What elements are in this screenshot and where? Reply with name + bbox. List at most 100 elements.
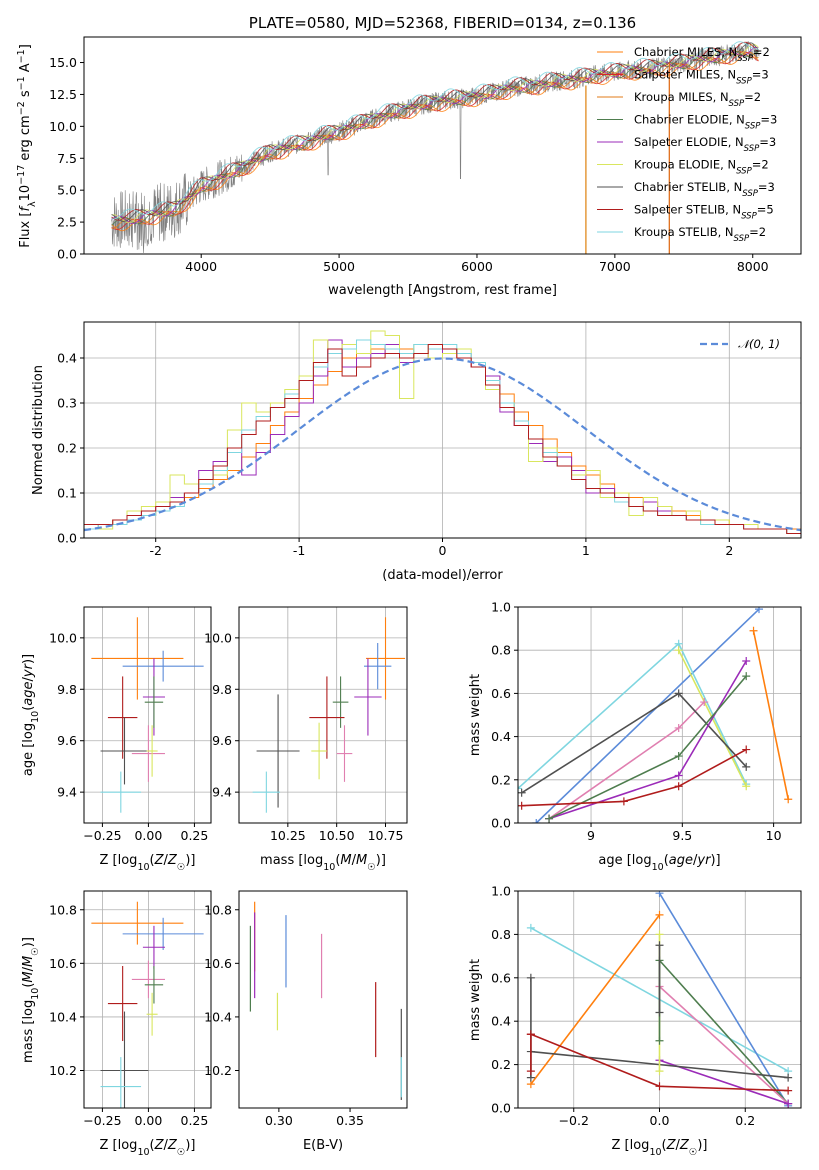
legend-tail: =3 [752, 68, 769, 82]
label-part: Z [167, 853, 178, 868]
y-axis-label: mass [log10(M/M☉)] [21, 937, 41, 1063]
y-tick-label: 0.8 [491, 927, 511, 942]
legend-text: Kroupa STELIB, N [634, 225, 734, 239]
y-tick-label: 0.2 [57, 441, 77, 456]
y-axis-label: Flux [fλ10−17 erg cm−2 s−1 A−1] [16, 44, 38, 248]
legend-label: Salpeter ELODIE, NSSP=3 [634, 135, 776, 154]
x-axis-label: Z [log10(Z/Z☉)] [100, 853, 196, 873]
plot-area [526, 891, 793, 1108]
y-tick-label: 0.0 [57, 531, 77, 546]
x-tick-label: 5000 [323, 259, 355, 274]
x-tick-label: 0.0 [650, 1113, 670, 1128]
x-axis-label: age [log10(age/yr)] [598, 853, 720, 873]
data-point-marker [742, 672, 751, 681]
data-point-marker [655, 910, 664, 919]
data-point-marker [526, 1067, 535, 1076]
y-tick-label: 1.0 [491, 600, 511, 615]
mass-weight-line [658, 892, 789, 1107]
x-tick-label: 10 [766, 828, 782, 843]
axes-frame [517, 890, 802, 1109]
label-part: ( [335, 853, 340, 868]
label-part: / [21, 676, 36, 681]
data-point-marker [655, 1036, 664, 1045]
legend-tail: =2 [744, 90, 761, 104]
y-tick-label: 0.1 [57, 486, 77, 501]
y-tick-label: 0.8 [491, 643, 511, 658]
data-point-marker [784, 1073, 793, 1082]
data-point-marker [784, 1086, 793, 1095]
y-tick-label: 1.0 [491, 884, 511, 899]
label-part: ( [150, 1138, 155, 1153]
x-tick-label: 4000 [185, 259, 217, 274]
x-tick-label: -1 [293, 543, 305, 558]
label-part: 10 [137, 1147, 149, 1158]
legend-label: Kroupa ELODIE, NSSP=2 [634, 158, 769, 177]
y-tick-label: 10.8 [49, 902, 77, 917]
label-part: Flux [ [18, 212, 33, 248]
label-part: ☉ [177, 862, 186, 873]
mass-weight-line [658, 959, 789, 1105]
y-tick-label: 0.0 [57, 247, 77, 262]
error-cross [107, 966, 138, 1042]
x-tick-label: 7000 [599, 259, 631, 274]
legend-sub: SSP [736, 77, 752, 87]
error-cross [332, 676, 349, 728]
label-part: Z [167, 1138, 178, 1153]
mass-weight-line [752, 630, 789, 800]
x-tick-label: −0.25 [83, 828, 121, 843]
data-point-marker [526, 923, 535, 932]
x-tick-label: 10.75 [368, 828, 404, 843]
legend-label: Kroupa STELIB, NSSP=2 [634, 225, 766, 244]
error-cross [146, 725, 158, 777]
error-cross [256, 694, 300, 808]
error-cross [131, 960, 165, 999]
legend-tail: =2 [753, 45, 770, 59]
legend-text: Salpeter STELIB, N [634, 203, 741, 217]
y-tick-label: 10.2 [204, 1063, 232, 1078]
label-part: / [676, 1138, 681, 1153]
mass-weight-line [521, 748, 747, 807]
x-tick-label: 0.25 [181, 1113, 209, 1128]
label-part: Z [679, 1138, 690, 1153]
legend-label: Chabrier ELODIE, NSSP=3 [634, 113, 777, 132]
legend-text: Kroupa MILES, N [634, 90, 729, 104]
panel-1: 4000 5000 6000 7000 8000 0.0 2.5 5.0 7.5 10.0 12.5… [16, 14, 802, 298]
y-tick-label: 9.6 [57, 733, 77, 748]
error-cross [142, 925, 165, 969]
panel-2: -2 -1 0 1 2 0.0 0.1 0.2 0.3 0.4 𝒩(0, 1) (data-model… [31, 321, 802, 583]
error-cross [311, 722, 327, 780]
legend-sub: SSP [745, 122, 761, 132]
label-part: / [164, 853, 169, 868]
y-tick-label: 0.2 [491, 772, 511, 787]
y-tick-label: 7.5 [57, 151, 77, 166]
axes-frame [238, 606, 408, 824]
x-axis-label: wavelength [Angstrom, rest frame] [328, 283, 557, 298]
model-fit-line [111, 41, 759, 220]
model-fit-line [111, 43, 759, 224]
legend-text: Chabrier MILES, N [634, 45, 737, 59]
label-part: A [18, 63, 33, 76]
y-tick-label: 5.0 [57, 183, 77, 198]
residual-histogram [84, 344, 801, 538]
y-tick-label: 10.4 [204, 1009, 232, 1024]
x-tick-label: 1 [582, 543, 590, 558]
error-cross [365, 617, 406, 700]
x-tick-label: 0.00 [134, 1113, 162, 1128]
error-cross [100, 1011, 149, 1108]
legend-label: 𝒩(0, 1) [738, 337, 780, 351]
x-axis-label: E(B-V) [303, 1138, 343, 1153]
axes-frame [238, 890, 408, 1109]
y-tick-label: 0.3 [57, 396, 77, 411]
x-tick-label: 9.5 [672, 828, 692, 843]
label-part: M [21, 956, 36, 967]
y-tick-label: 0.0 [491, 1101, 511, 1116]
data-point-marker [674, 689, 683, 698]
y-tick-label: 9.8 [57, 682, 77, 697]
plot-area [111, 41, 760, 254]
label-part: age [669, 853, 693, 868]
y-tick-label: 10.2 [49, 1063, 77, 1078]
x-tick-label: 10.50 [319, 828, 355, 843]
error-cross [122, 650, 204, 682]
x-tick-label: -2 [149, 543, 161, 558]
